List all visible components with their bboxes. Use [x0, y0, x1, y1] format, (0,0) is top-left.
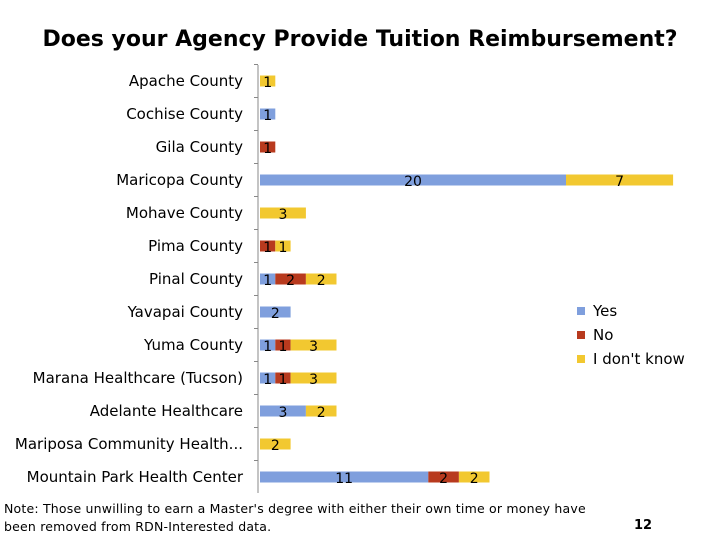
bar-no-yuma-county [275, 339, 291, 351]
category-label-apache-county: Apache County [129, 72, 243, 90]
category-label-pinal-county: Pinal County [149, 270, 243, 288]
bar-i-don-t-know-pima-county [275, 240, 291, 252]
data-label: 2 [271, 306, 280, 322]
data-label: 1 [263, 108, 272, 124]
bar-i-don-t-know-mohave-county [260, 207, 306, 219]
legend-label-yes: Yes [592, 302, 617, 320]
bar-i-don-t-know-mariposa-community-health [260, 438, 291, 450]
data-label: 20 [404, 174, 422, 190]
category-label-cochise-county: Cochise County [126, 105, 243, 123]
data-label: 2 [439, 471, 448, 487]
data-label: 1 [263, 75, 272, 91]
category-label-yuma-county: Yuma County [143, 336, 243, 354]
data-label: 3 [278, 405, 287, 421]
bar-no-gila-county [260, 141, 276, 153]
category-label-adelante-healthcare: Adelante Healthcare [90, 402, 243, 420]
category-label-mohave-county: Mohave County [126, 204, 243, 222]
legend-label-i-don-t-know: I don't know [593, 350, 685, 368]
footnote: Note: Those unwilling to earn a Master's… [4, 501, 586, 534]
bar-no-pinal-county [275, 273, 306, 285]
category-label-mariposa-community-health: Mariposa Community Health... [15, 435, 243, 453]
data-label: 1 [278, 372, 287, 388]
legend-swatch-no [577, 331, 585, 339]
category-label-maricopa-county: Maricopa County [116, 171, 243, 189]
category-label-gila-county: Gila County [156, 138, 243, 156]
bar-i-don-t-know-marana-healthcare-tucson [290, 372, 337, 384]
data-label: 2 [317, 273, 326, 289]
data-label: 1 [263, 339, 272, 355]
legend-label-no: No [593, 326, 613, 344]
data-label: 11 [335, 471, 353, 487]
bar-yes-yuma-county [260, 339, 276, 351]
bar-i-don-t-know-maricopa-county [566, 174, 674, 186]
data-label: 2 [317, 405, 326, 421]
legend-swatch-yes [577, 307, 585, 315]
bar-no-mountain-park-health-center [428, 471, 459, 483]
data-label: 7 [615, 174, 624, 190]
data-label: 1 [263, 273, 272, 289]
bar-yes-adelante-healthcare [260, 405, 306, 417]
bar-i-don-t-know-mountain-park-health-center [458, 471, 490, 483]
bar-no-pima-county [260, 240, 276, 252]
bar-yes-mountain-park-health-center [260, 471, 429, 483]
data-label: 2 [271, 438, 280, 454]
bar-i-don-t-know-adelante-healthcare [305, 405, 337, 417]
bar-yes-cochise-county [260, 108, 276, 120]
bar-i-don-t-know-apache-county [260, 75, 276, 87]
bar-i-don-t-know-pinal-county [305, 273, 337, 285]
data-label: 1 [278, 240, 287, 256]
bar-no-marana-healthcare-tucson [275, 372, 291, 384]
data-label: 1 [278, 339, 287, 355]
data-label: 3 [309, 339, 318, 355]
data-label: 2 [286, 273, 295, 289]
data-label: 3 [278, 207, 287, 223]
category-label-mountain-park-health-center: Mountain Park Health Center [27, 468, 244, 486]
data-label: 3 [309, 372, 318, 388]
data-label: 1 [263, 372, 272, 388]
data-label: 1 [263, 240, 272, 256]
category-label-marana-healthcare-tucson: Marana Healthcare (Tucson) [33, 369, 243, 387]
data-label: 1 [263, 141, 272, 157]
bar-yes-pinal-county [260, 273, 276, 285]
legend: Yes No I don't know [577, 302, 685, 368]
category-label-pima-county: Pima County [148, 237, 243, 255]
bar-yes-maricopa-county [260, 174, 566, 186]
bar-yes-marana-healthcare-tucson [260, 372, 276, 384]
legend-swatch-i-don-t-know [577, 355, 585, 363]
bar-yes-yavapai-county [260, 306, 291, 318]
page-number: 12 [634, 518, 653, 533]
data-label: 2 [470, 471, 479, 487]
category-axis: Apache County Cochise County Gila County Ma… [15, 64, 259, 493]
bar-i-don-t-know-yuma-county [290, 339, 337, 351]
chart-title: Does your Agency Provide Tuition Reimbur… [42, 27, 677, 52]
category-label-yavapai-county: Yavapai County [127, 303, 244, 321]
